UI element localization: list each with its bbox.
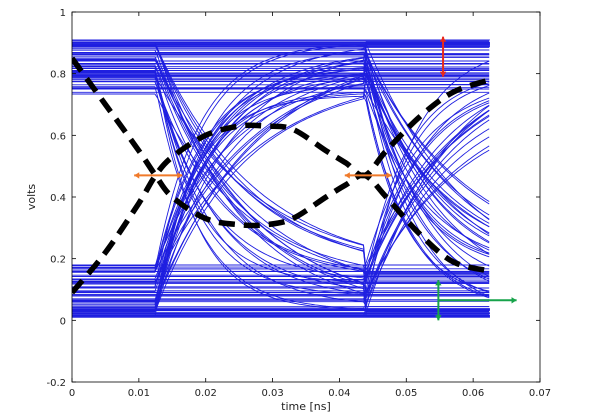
eye-trace: [72, 47, 490, 216]
x-tick-label: 0.04: [328, 388, 350, 399]
eye-trace: [72, 72, 490, 235]
eye-trace: [72, 76, 490, 274]
eye-trace: [72, 63, 490, 224]
eye-trace: [72, 145, 490, 296]
annotation-arrowhead: [439, 71, 447, 77]
eye-trace: [72, 128, 490, 303]
annotation-arrowhead: [386, 172, 392, 179]
annotation-arrowhead: [435, 280, 442, 286]
eye-trace: [72, 81, 490, 284]
eye-trace: [72, 119, 490, 300]
y-tick-label: 0.2: [50, 255, 66, 266]
dashed-series-layer: [72, 56, 491, 295]
x-axis-label: time [ns]: [281, 400, 331, 413]
plot-background: [72, 12, 540, 382]
eye-trace: [72, 59, 490, 301]
eye-trace: [72, 71, 490, 283]
annotation-arrowhead: [435, 315, 442, 321]
eye-trace: [72, 72, 490, 312]
x-tick-label: 0: [69, 388, 75, 399]
dashed-series-line: [72, 56, 491, 274]
eye-trace: [72, 66, 490, 234]
eye-trace: [72, 74, 490, 302]
annotation-arrowhead: [344, 172, 350, 179]
y-tick-label: 0.6: [50, 131, 66, 142]
annotation-arrowhead: [511, 297, 517, 304]
eye-trace: [72, 88, 490, 249]
eye-trace: [72, 61, 490, 304]
eye-trace: [72, 41, 490, 306]
x-tick-label: 0.03: [261, 388, 283, 399]
annotation-arrowhead: [177, 172, 183, 179]
annotations-layer: [134, 36, 517, 321]
eye-trace: [72, 58, 490, 272]
eye-trace: [72, 92, 490, 301]
eye-traces-layer: [72, 39, 490, 318]
y-tick-label: -0.2: [46, 378, 66, 389]
dashed-series-line: [72, 77, 491, 295]
y-tick-label: 0: [60, 316, 66, 327]
eye-trace: [72, 67, 490, 272]
x-tick-label: 0.02: [195, 388, 217, 399]
eye-trace: [72, 52, 490, 205]
y-axis-label: volts: [25, 184, 38, 211]
y-tick-label: 0.8: [50, 70, 66, 81]
eye-trace: [72, 77, 490, 302]
annotation-arrowhead: [134, 172, 140, 179]
x-tick-label: 0.05: [395, 388, 417, 399]
x-tick-label: 0.06: [462, 388, 484, 399]
annotation-arrowhead: [439, 36, 447, 42]
eye-trace: [72, 77, 490, 296]
eye-trace: [72, 87, 490, 228]
x-tick-label: 0.01: [128, 388, 150, 399]
eye-trace: [72, 93, 490, 294]
y-tick-label: 0.4: [50, 193, 66, 204]
y-tick-label: 1: [60, 8, 66, 19]
eye-trace: [72, 97, 490, 268]
axis-ticks: 0 0.01 0.02 0.03 0.04 0.05 0.06 0.07-0.200.20.4…: [46, 8, 551, 399]
x-tick-label: 0.07: [529, 388, 551, 399]
